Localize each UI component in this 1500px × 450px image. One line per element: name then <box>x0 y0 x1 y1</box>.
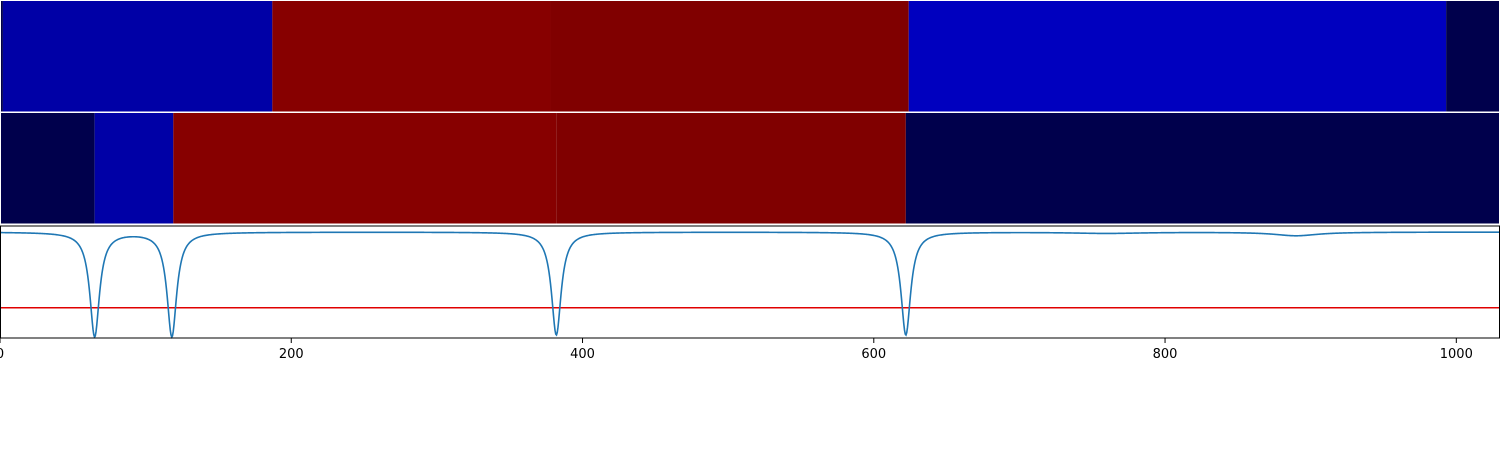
segment-1-3 <box>272 1 550 112</box>
x-tick-label-400: 400 <box>570 347 595 362</box>
x-tick-label-1000: 1000 <box>1440 347 1473 362</box>
segment-2-2 <box>95 113 174 224</box>
segment-1-2 <box>3 1 272 112</box>
x-tick-label-800: 800 <box>1153 347 1178 362</box>
x-axis: 0 200 400 600 800 1000 <box>0 338 1473 362</box>
line-panel <box>0 232 1500 337</box>
segment-2-4 <box>556 113 906 224</box>
segment-row-1 <box>0 1 1500 112</box>
segment-1-4 <box>550 1 908 112</box>
segment-2-1 <box>0 113 95 224</box>
segment-1-5 <box>909 1 1446 112</box>
segment-2-5 <box>906 113 1500 224</box>
segment-1-6 <box>1446 1 1500 112</box>
panel-frame <box>1 226 1500 338</box>
signal-line <box>0 232 1500 337</box>
segment-row-2 <box>0 113 1500 224</box>
x-tick-label-600: 600 <box>861 347 886 362</box>
x-tick-label-0: 0 <box>0 347 4 362</box>
x-tick-label-200: 200 <box>279 347 304 362</box>
segment-2-3 <box>173 113 556 224</box>
